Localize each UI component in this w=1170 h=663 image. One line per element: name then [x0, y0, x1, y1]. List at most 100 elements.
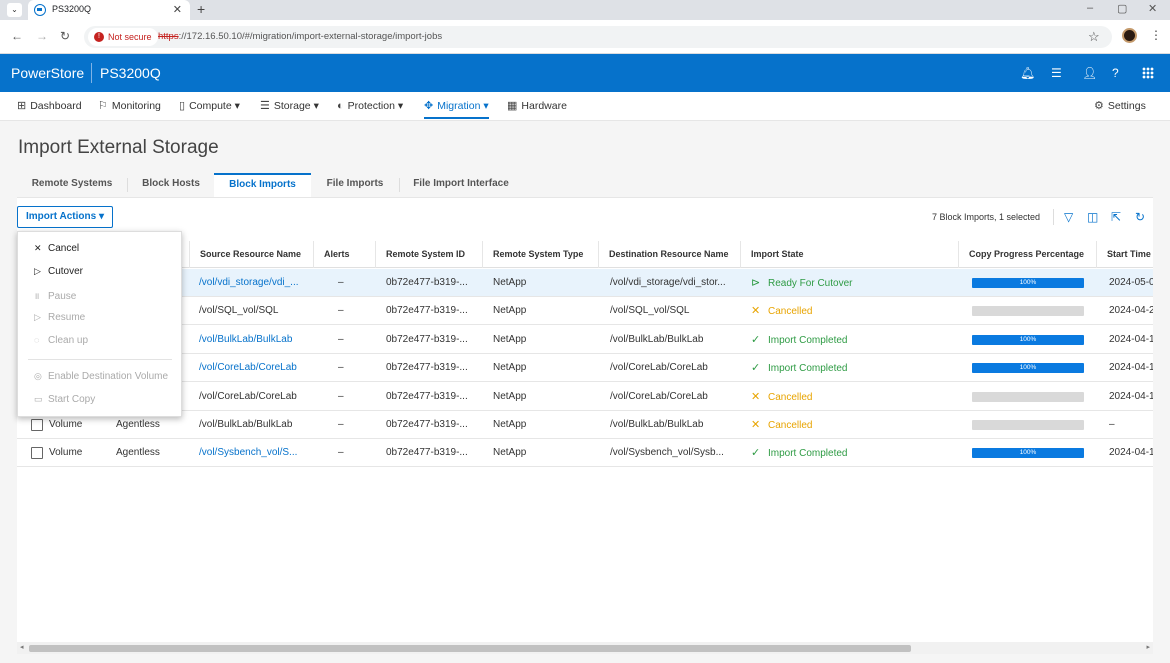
- nav-monitoring[interactable]: ⚐ Monitoring: [98, 92, 161, 121]
- dell-favicon-icon: [34, 4, 46, 16]
- not-secure-badge[interactable]: ! Not secure: [88, 28, 158, 46]
- state-label: Import Completed: [768, 448, 848, 460]
- reload-icon[interactable]: ↻: [60, 29, 71, 43]
- cell-destination-resource: /vol/BulkLab/BulkLab: [610, 333, 704, 345]
- copy-progress-bar: 100%: [972, 363, 1084, 374]
- col-import-state[interactable]: Import State: [740, 241, 958, 268]
- bookmark-star-icon[interactable]: ☆: [1088, 29, 1100, 44]
- menu-item-enable-destination-volume[interactable]: ◎ Enable Destination Volume: [34, 371, 168, 382]
- col-alerts[interactable]: Alerts: [313, 241, 375, 268]
- table-row[interactable]: /vol/CoreLab/CoreLab – 0b72e477-b319-...…: [17, 354, 1153, 383]
- state-label: Import Completed: [768, 363, 848, 375]
- table-row[interactable]: Volume Agentless /vol/BulkLab/BulkLab – …: [17, 411, 1153, 439]
- horizontal-scrollbar[interactable]: ◂ ▸: [17, 642, 1153, 654]
- back-icon[interactable]: ←: [11, 29, 23, 43]
- maximize-icon[interactable]: ▢: [1117, 3, 1128, 15]
- cell-source-resource[interactable]: /vol/vdi_storage/vdi_...: [199, 277, 299, 288]
- table-row[interactable]: /vol/SQL_vol/SQL – 0b72e477-b319-... Net…: [17, 297, 1153, 326]
- cancel-icon: ✕: [34, 243, 42, 253]
- browser-menu-icon[interactable]: ⋮: [1150, 28, 1162, 42]
- nav-compute[interactable]: ▯ Compute ▾: [179, 92, 240, 121]
- window-close-icon[interactable]: ✕: [1148, 3, 1158, 15]
- row-checkbox[interactable]: [31, 419, 43, 431]
- tab-search-icon[interactable]: ⌄: [7, 3, 22, 17]
- export-icon[interactable]: ⇱: [1111, 210, 1122, 224]
- url-path: ://172.16.50.10/#/migration/import-exter…: [178, 31, 443, 42]
- state-cancel-icon: ✕: [751, 419, 761, 431]
- table-row[interactable]: /vol/vdi_storage/vdi_... – 0b72e477-b319…: [17, 269, 1153, 297]
- tab-remote-systems[interactable]: Remote Systems: [31, 178, 113, 189]
- nav-migration[interactable]: ✥ Migration ▾: [424, 92, 489, 121]
- refresh-icon[interactable]: ↻: [1135, 210, 1146, 224]
- cell-import-mode: Agentless: [116, 447, 160, 459]
- tab-file-imports[interactable]: File Imports: [326, 178, 384, 189]
- scrollbar-thumb[interactable]: [29, 645, 911, 652]
- menu-item-clean-up[interactable]: ◌ Clean up: [34, 335, 88, 346]
- profile-avatar[interactable]: [1122, 28, 1137, 43]
- help-icon[interactable]: ?: [1112, 66, 1119, 80]
- hardware-icon: ▦: [507, 100, 518, 112]
- selection-summary: 7 Block Imports, 1 selected: [932, 212, 1041, 222]
- tab-block-hosts[interactable]: Block Hosts: [142, 178, 200, 189]
- state-done-icon: ✓: [751, 333, 761, 346]
- nav-settings[interactable]: ⚙ Settings: [1094, 92, 1146, 121]
- cell-alerts: –: [338, 277, 344, 288]
- tab-file-import-interface[interactable]: File Import Interface: [413, 178, 509, 189]
- browser-tab-bar: ⌄ PS3200Q ✕ + – ▢ ✕: [0, 0, 1170, 20]
- table-row[interactable]: /vol/CoreLab/CoreLab – 0b72e477-b319-...…: [17, 382, 1153, 411]
- cell-remote-system-type: NetApp: [493, 390, 527, 402]
- cell-remote-system-id: 0b72e477-b319-...: [386, 390, 468, 402]
- progress-label: [972, 420, 1084, 430]
- menu-item-cutover[interactable]: ▷ Cutover: [34, 266, 83, 277]
- forward-icon[interactable]: →: [36, 29, 48, 43]
- col-source-resource-name[interactable]: Source Resource Name: [189, 241, 313, 268]
- col-remote-system-id[interactable]: Remote System ID: [375, 241, 482, 268]
- cell-destination-resource: /vol/CoreLab/CoreLab: [610, 390, 708, 402]
- menu-item-cancel[interactable]: ✕ Cancel: [34, 243, 79, 254]
- table-row[interactable]: Volume Agentless /vol/Sysbench_vol/S... …: [17, 439, 1153, 468]
- system-name[interactable]: PS3200Q: [100, 65, 161, 81]
- nav-storage[interactable]: ☰ Storage ▾: [260, 92, 319, 121]
- url-text[interactable]: https://172.16.50.10/#/migration/import-…: [158, 31, 442, 42]
- bell-icon[interactable]: 🔔︎: [1020, 66, 1036, 80]
- cell-type: Volume: [49, 447, 83, 459]
- menu-item-resume[interactable]: ▷ Resume: [34, 312, 85, 323]
- menu-item-start-copy[interactable]: ▭ Start Copy: [34, 394, 95, 405]
- col-destination-resource-name[interactable]: Destination Resource Name: [598, 241, 740, 268]
- compute-icon: ▯: [179, 100, 186, 112]
- new-tab-icon[interactable]: +: [197, 1, 206, 17]
- nav-hardware[interactable]: ▦ Hardware: [507, 92, 567, 121]
- minimize-icon[interactable]: –: [1087, 2, 1094, 14]
- scroll-right-icon[interactable]: ▸: [1146, 644, 1150, 651]
- import-actions-button[interactable]: Import Actions ▾: [17, 206, 113, 228]
- nav-dashboard[interactable]: ⊞ Dashboard: [17, 92, 82, 121]
- cell-import-state: ✓ Import Completed: [751, 354, 951, 382]
- col-start-time[interactable]: Start Time: [1096, 241, 1153, 268]
- browser-tab[interactable]: PS3200Q ✕: [28, 0, 190, 20]
- table-row[interactable]: /vol/BulkLab/BulkLab – 0b72e477-b319-...…: [17, 325, 1153, 354]
- scroll-left-icon[interactable]: ◂: [20, 644, 24, 651]
- close-tab-icon[interactable]: ✕: [172, 4, 182, 16]
- cell-source-resource[interactable]: /vol/Sysbench_vol/S...: [199, 447, 298, 459]
- col-copy-progress[interactable]: Copy Progress Percentage: [958, 241, 1096, 268]
- cell-source-resource[interactable]: /vol/BulkLab/BulkLab: [199, 333, 293, 345]
- tab-block-imports[interactable]: Block Imports: [214, 173, 311, 197]
- cell-alerts: –: [338, 305, 344, 317]
- filter-icon[interactable]: ▽: [1064, 210, 1074, 224]
- address-bar[interactable]: ! Not secure https://172.16.50.10/#/migr…: [84, 26, 1112, 48]
- import-actions-menu: ✕ Cancel ▷ Cutover ॥ Pause ▷ Resume ◌ Clean up ◎ En…: [17, 231, 182, 417]
- col-remote-system-type[interactable]: Remote System Type: [482, 241, 598, 268]
- progress-label: [972, 306, 1084, 316]
- cell-source-resource[interactable]: /vol/CoreLab/CoreLab: [199, 362, 297, 374]
- nav-label: Migration ▾: [437, 100, 489, 112]
- menu-item-pause[interactable]: ॥ Pause: [34, 289, 76, 302]
- menu-item-label: Clean up: [48, 335, 89, 346]
- copy-progress-bar: 100%: [972, 448, 1084, 459]
- row-checkbox[interactable]: [31, 447, 43, 460]
- cell-destination-resource: /vol/Sysbench_vol/Sysb...: [610, 447, 724, 459]
- jobs-icon[interactable]: ☰: [1051, 66, 1062, 80]
- nav-protection[interactable]: ◐ Protection ▾: [337, 92, 403, 121]
- columns-icon[interactable]: ◫: [1087, 210, 1099, 224]
- user-icon[interactable]: 👤︎: [1082, 66, 1098, 80]
- apps-grid-icon[interactable]: [1142, 67, 1154, 79]
